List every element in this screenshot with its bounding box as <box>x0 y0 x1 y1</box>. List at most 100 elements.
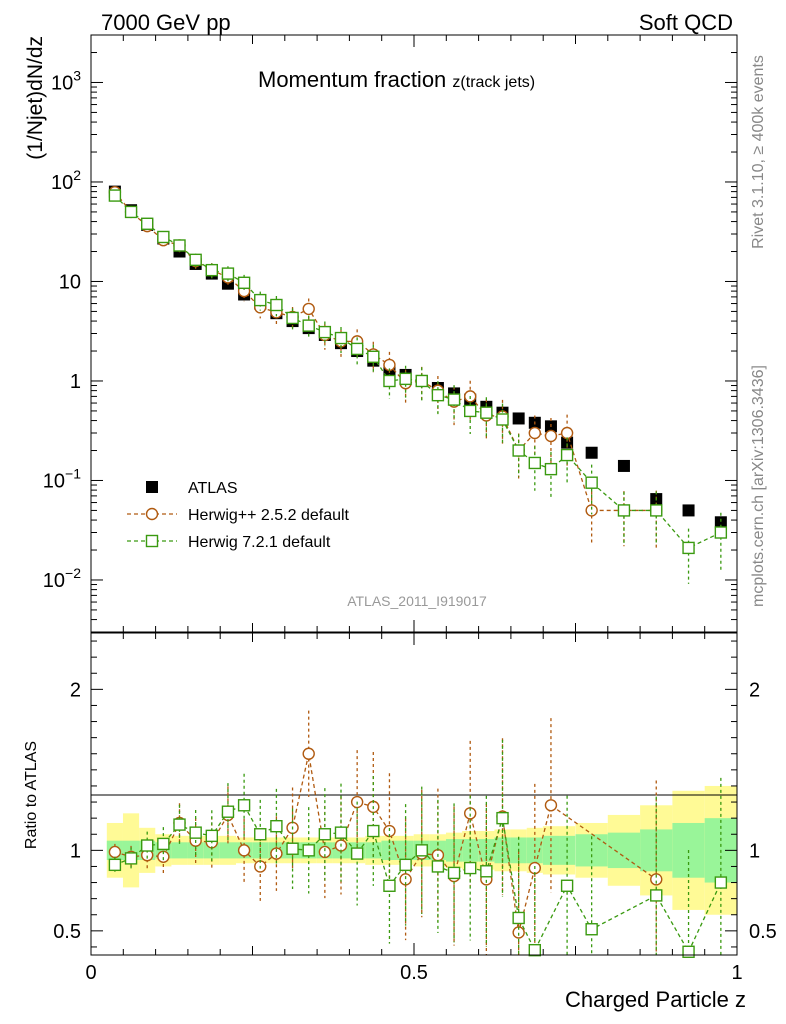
collision-label: 7000 GeV pp <box>101 10 231 35</box>
x-tick-label: 0 <box>85 962 96 984</box>
ratio-point <box>108 845 122 859</box>
data-point <box>682 504 695 517</box>
ratio-point <box>189 826 202 839</box>
ratio-point <box>302 844 315 857</box>
ratio-panel: 0.5 0.51 12 20 0.5 1 Ratio to ATLAS Charged P… <box>23 632 777 1012</box>
ratio-point <box>512 911 525 925</box>
ratio-point <box>480 865 493 878</box>
data-point <box>367 350 380 363</box>
legend-label: Herwig++ 2.5.2 default <box>188 507 350 524</box>
ratio-point <box>205 829 219 843</box>
data-point <box>544 462 558 476</box>
data-point <box>189 253 202 267</box>
series-line <box>114 191 657 512</box>
data-point <box>415 374 428 388</box>
ratio-point <box>237 799 251 812</box>
ratio-point <box>221 805 235 818</box>
data-point <box>528 456 542 470</box>
data-point <box>350 342 364 356</box>
analysis-id: ATLAS_2011_I919017 <box>347 593 487 609</box>
ratio-y-axis-label: Ratio to ATLAS <box>23 741 40 849</box>
data-point <box>528 426 542 440</box>
legend-marker <box>145 534 159 548</box>
ratio-point <box>544 799 558 812</box>
series-line <box>114 195 722 549</box>
main-title: Momentum fraction z(track jets) <box>258 67 535 92</box>
ratio-point <box>383 879 396 892</box>
data-point <box>221 267 235 280</box>
category-label: Soft QCD <box>639 10 733 35</box>
inner-band-segment <box>381 840 398 861</box>
ratio-point <box>496 811 509 825</box>
ratio-point <box>270 820 283 833</box>
data-point <box>585 476 598 489</box>
data-point <box>544 429 558 443</box>
ratio-point <box>270 847 283 860</box>
ratio-point <box>714 876 728 889</box>
ratio-y-tick-label: 1 <box>70 840 81 862</box>
data-point <box>464 404 477 418</box>
data-point <box>141 217 154 230</box>
mcplots-label: mcplots.cern.ch [arXiv:1306.3436] <box>750 365 767 607</box>
ratio-point <box>237 844 251 857</box>
x-tick-label: 0.5 <box>400 962 428 984</box>
data-point <box>560 448 574 462</box>
ratio-point <box>286 842 299 855</box>
rivet-label: Rivet 3.1.10, ≥ 400k events <box>750 55 767 249</box>
ratio-point <box>173 818 186 831</box>
data-point <box>682 541 695 555</box>
ratio-point <box>447 866 461 880</box>
ratio-point <box>124 852 138 865</box>
data-point <box>205 263 219 277</box>
ratio-point <box>650 873 663 886</box>
data-point <box>714 516 727 529</box>
inner-band-segment <box>171 842 188 859</box>
inner-band-segment <box>607 832 641 869</box>
main-y-axis-label: (1/Njet)dN/dz <box>24 36 47 160</box>
ratio-series <box>108 710 728 958</box>
ratio-point <box>141 839 154 852</box>
data-point <box>173 239 186 252</box>
y-tick-label: 10−2 <box>43 565 81 592</box>
ratio-point <box>157 837 170 851</box>
data-point <box>286 311 299 325</box>
data-point <box>237 276 251 289</box>
data-point <box>512 444 525 457</box>
ratio-point <box>431 860 445 873</box>
main-panel: 10−2 10−1 1 10 102 103 Momentum fraction z(tr… <box>24 34 738 633</box>
y-tick-label: 103 <box>51 67 81 94</box>
ratio-y-tick-label: 0.5 <box>53 921 81 943</box>
data-point <box>383 374 396 388</box>
y-tick-label: 10−1 <box>43 465 81 492</box>
main-series <box>108 185 728 584</box>
data-point <box>254 293 267 307</box>
data-point <box>560 426 574 440</box>
data-point <box>431 388 445 402</box>
legend: ATLAS Herwig++ 2.5.2 default Herwig 7.2.1 … <box>127 480 350 551</box>
ratio-point <box>585 923 598 936</box>
y-tick-label: 10 <box>59 271 81 293</box>
ratio-y-tick-label-right: 2 <box>749 679 760 701</box>
data-point <box>270 298 283 312</box>
data-point <box>496 413 509 426</box>
data-point <box>447 393 461 406</box>
ratio-point <box>464 861 477 875</box>
ratio-point <box>682 945 695 958</box>
data-point <box>617 459 630 472</box>
ratio-y-tick-label: 2 <box>70 679 81 701</box>
ratio-point <box>415 844 428 857</box>
main-title-text: Momentum fraction <box>258 67 446 92</box>
ratio-point <box>108 858 122 872</box>
ratio-point <box>318 845 332 859</box>
data-point <box>108 189 122 202</box>
ratio-point <box>254 828 267 841</box>
ratio-point <box>318 828 332 841</box>
data-point <box>561 436 574 449</box>
x-tick-label: 1 <box>731 962 742 984</box>
data-point <box>302 319 315 332</box>
ratio-point <box>528 943 542 957</box>
ratio-point <box>350 847 364 860</box>
data-point <box>124 205 138 219</box>
legend-label: ATLAS <box>188 480 238 497</box>
